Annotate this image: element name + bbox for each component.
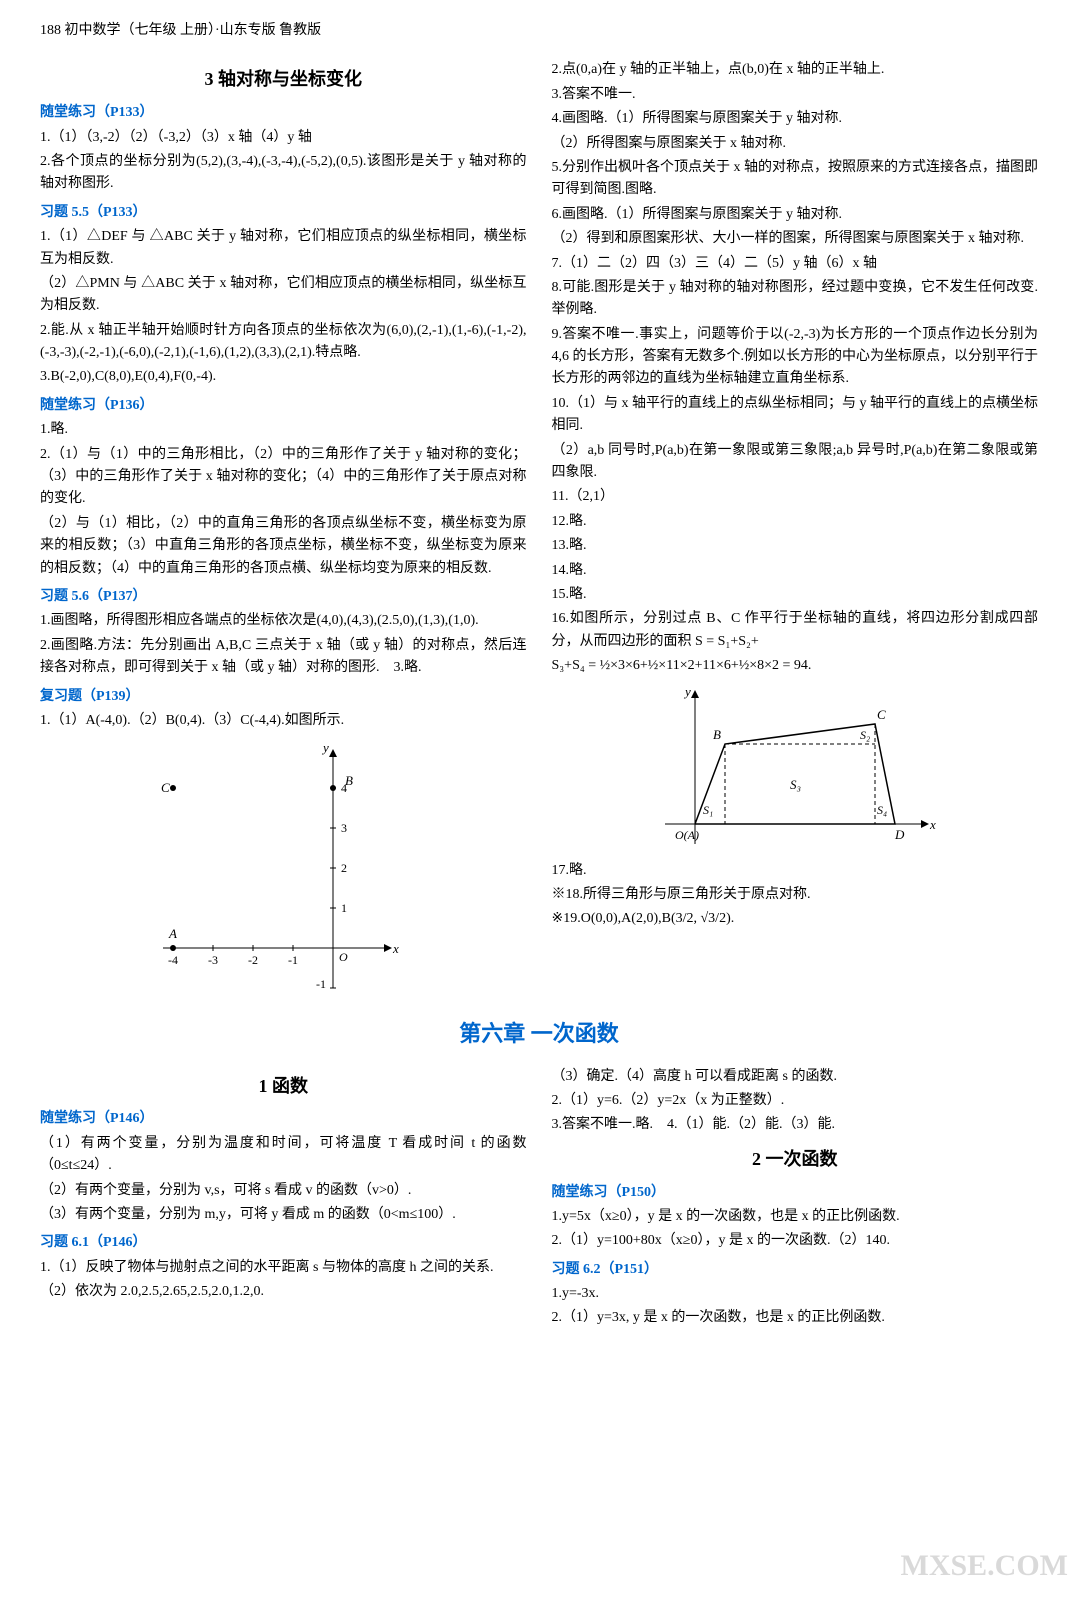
svg-text:3: 3	[341, 821, 347, 835]
item: 2.画图略.方法：先分别画出 A,B,C 三点关于 x 轴（或 y 轴）的对称点…	[40, 635, 527, 680]
section-title-3: 3 轴对称与坐标变化	[40, 65, 527, 94]
sub-5-6: 习题 5.6（P137）	[40, 586, 527, 608]
sub-p150: 随堂练习（P150）	[552, 1182, 1039, 1204]
svg-text:D: D	[894, 827, 905, 842]
svg-text:-4: -4	[168, 953, 178, 967]
item: 11.（2,1）	[552, 486, 1039, 508]
item: （2）a,b 同号时,P(a,b)在第一象限或第三象限;a,b 异号时,P(a,…	[552, 440, 1039, 485]
item: 9.答案不唯一.事实上，问题等价于以(-2,-3)为长方形的一个顶点作边长分别为…	[552, 324, 1039, 391]
item: 2.点(0,a)在 y 轴的正半轴上，点(b,0)在 x 轴的正半轴上.	[552, 59, 1039, 81]
item: 1.y=5x（x≥0），y 是 x 的一次函数，也是 x 的正比例函数.	[552, 1206, 1039, 1228]
item: 14.略.	[552, 560, 1039, 582]
item: 3.答案不唯一.	[552, 84, 1039, 106]
sub-review-p139: 复习题（P139）	[40, 686, 527, 708]
item: 1.略.	[40, 419, 527, 441]
svg-text:-3: -3	[208, 953, 218, 967]
svg-text:A: A	[168, 926, 177, 941]
sub-5-5: 习题 5.5（P133）	[40, 202, 527, 224]
item: 16.如图所示，分别过点 B、C 作平行于坐标轴的直线，将四边形分割成四部分，从…	[552, 608, 1039, 653]
item: 2.（1）y=6.（2）y=2x（x 为正整数）.	[552, 1090, 1039, 1112]
item: 6.画图略.（1）所得图案与原图案关于 y 轴对称.	[552, 204, 1039, 226]
sub-p136: 随堂练习（P136）	[40, 395, 527, 417]
item: 5.分别作出枫叶各个顶点关于 x 轴的对称点，按照原来的方式连接各点，描图即可得…	[552, 157, 1039, 202]
svg-text:y: y	[683, 684, 691, 699]
item: 2.（1）y=100+80x（x≥0），y 是 x 的一次函数.（2）140.	[552, 1230, 1039, 1252]
sub-p146a: 随堂练习（P146）	[40, 1108, 527, 1130]
item: （3）确定.（4）高度 h 可以看成距离 s 的函数.	[552, 1066, 1039, 1088]
item: 2.各个顶点的坐标分别为(5,2),(3,-4),(-3,-4),(-5,2),…	[40, 151, 527, 196]
item: （2）有两个变量，分别为 v,s，可将 s 看成 v 的函数（v>0）.	[40, 1180, 527, 1202]
item: 1.（1）（3,-2）（2）（-3,2）（3）x 轴（4）y 轴	[40, 127, 527, 149]
item: 15.略.	[552, 584, 1039, 606]
svg-text:O: O	[339, 950, 348, 964]
item: 4.画图略.（1）所得图案与原图案关于 y 轴对称.	[552, 108, 1039, 130]
item: （2）依次为 2.0,2.5,2.65,2.5,2.0,1.2,0.	[40, 1281, 527, 1303]
svg-text:B: B	[345, 773, 353, 788]
item: 12.略.	[552, 511, 1039, 533]
sub-6-1: 习题 6.1（P146）	[40, 1232, 527, 1254]
item: ※19.O(0,0),A(2,0),B(3/2, √3/2).	[552, 908, 1039, 930]
polygon-chart: x y O(A) B C D S₁ S₂ S₃ S₄	[645, 684, 945, 854]
item: 3.B(-2,0),C(8,0),E(0,4),F(0,-4).	[40, 366, 527, 388]
item: 7.（1）二（2）四（3）三（4）二（5）y 轴（6）x 轴	[552, 253, 1039, 275]
left-column: 3 轴对称与坐标变化 随堂练习（P133） 1.（1）（3,-2）（2）（-3,…	[40, 57, 527, 1004]
item: 1.（1）反映了物体与抛射点之间的水平距离 s 与物体的高度 h 之间的关系.	[40, 1257, 527, 1279]
item: （3）有两个变量，分别为 m,y，可将 y 看成 m 的函数（0<m≤100）.	[40, 1204, 527, 1226]
bottom-columns: 1 函数 随堂练习（P146） （1）有两个变量，分别为温度和时间，可将温度 T…	[40, 1064, 1038, 1330]
svg-text:S₃: S₃	[790, 777, 801, 792]
svg-text:-1: -1	[288, 953, 298, 967]
bottom-left: 1 函数 随堂练习（P146） （1）有两个变量，分别为温度和时间，可将温度 T…	[40, 1064, 527, 1330]
top-columns: 3 轴对称与坐标变化 随堂练习（P133） 1.（1）（3,-2）（2）（-3,…	[40, 57, 1038, 1004]
section-2-linear: 2 一次函数	[552, 1145, 1039, 1174]
item: 2.（1）y=3x, y 是 x 的一次函数，也是 x 的正比例函数.	[552, 1307, 1039, 1329]
item: S₃+S₄ = ½×3×6+½×11×2+11×6+½×8×2 = 94.	[552, 655, 1039, 677]
item: （2）△PMN 与 △ABC 关于 x 轴对称，它们相应顶点的横坐标相同，纵坐标…	[40, 273, 527, 318]
svg-text:1: 1	[341, 901, 347, 915]
watermark: MXSE.COM	[901, 1542, 1069, 1590]
chapter-6-title: 第六章 一次函数	[40, 1016, 1038, 1051]
item: 2.（1）与（1）中的三角形相比，（2）中的三角形作了关于 y 轴对称的变化；（…	[40, 444, 527, 511]
item: 13.略.	[552, 535, 1039, 557]
item: （2）得到和原图案形状、大小一样的图案，所得图案与原图案关于 x 轴对称.	[552, 228, 1039, 250]
svg-text:O(A): O(A)	[675, 828, 699, 842]
item: 1.y=-3x.	[552, 1283, 1039, 1305]
item: （2）与（1）相比，（2）中的直角三角形的各顶点纵坐标不变，横坐标变为原来的相反…	[40, 513, 527, 580]
svg-text:B: B	[713, 727, 721, 742]
item: （2）所得图案与原图案关于 x 轴对称.	[552, 133, 1039, 155]
svg-text:S₁: S₁	[703, 803, 713, 817]
item: 1.画图略，所得图形相应各端点的坐标依次是(4,0),(4,3),(2.5,0)…	[40, 610, 527, 632]
item: 10.（1）与 x 轴平行的直线上的点纵坐标相同；与 y 轴平行的直线上的点横坐…	[552, 393, 1039, 438]
svg-text:2: 2	[341, 861, 347, 875]
right-column: 2.点(0,a)在 y 轴的正半轴上，点(b,0)在 x 轴的正半轴上. 3.答…	[552, 57, 1039, 1004]
svg-text:-1: -1	[316, 977, 326, 991]
svg-text:y: y	[321, 740, 329, 755]
svg-text:S₄: S₄	[877, 803, 887, 817]
svg-text:S₂: S₂	[860, 728, 870, 742]
svg-text:x: x	[929, 817, 936, 832]
item: 3.答案不唯一.略. 4.（1）能.（2）能.（3）能.	[552, 1114, 1039, 1136]
item: 8.可能.图形是关于 y 轴对称的轴对称图形，经过题中变换，它不发生任何改变.举…	[552, 277, 1039, 322]
item: （1）有两个变量，分别为温度和时间，可将温度 T 看成时间 t 的函数（0≤t≤…	[40, 1133, 527, 1178]
section-1-func: 1 函数	[40, 1072, 527, 1101]
item: 1.（1）A(-4,0).（2）B(0,4).（3）C(-4,4).如图所示.	[40, 710, 527, 732]
coord-chart-1: x y O -4 -3 -2 -1 -1 1 2 3 4 A B C	[153, 738, 413, 998]
bottom-right: （3）确定.（4）高度 h 可以看成距离 s 的函数. 2.（1）y=6.（2）…	[552, 1064, 1039, 1330]
sub-6-2: 习题 6.2（P151）	[552, 1259, 1039, 1281]
item: 1.（1）△DEF 与 △ABC 关于 y 轴对称，它们相应顶点的纵坐标相同，横…	[40, 226, 527, 271]
svg-text:-2: -2	[248, 953, 258, 967]
sub-p133a: 随堂练习（P133）	[40, 102, 527, 124]
page-header: 188 初中数学（七年级 上册）·山东专版 鲁教版	[40, 20, 1038, 42]
svg-text:C: C	[161, 780, 170, 795]
svg-text:x: x	[392, 941, 399, 956]
item: ※18.所得三角形与原三角形关于原点对称.	[552, 884, 1039, 906]
svg-text:C: C	[877, 707, 886, 722]
item: 2.能.从 x 轴正半轴开始顺时针方向各顶点的坐标依次为(6,0),(2,-1)…	[40, 320, 527, 365]
item: 17.略.	[552, 860, 1039, 882]
